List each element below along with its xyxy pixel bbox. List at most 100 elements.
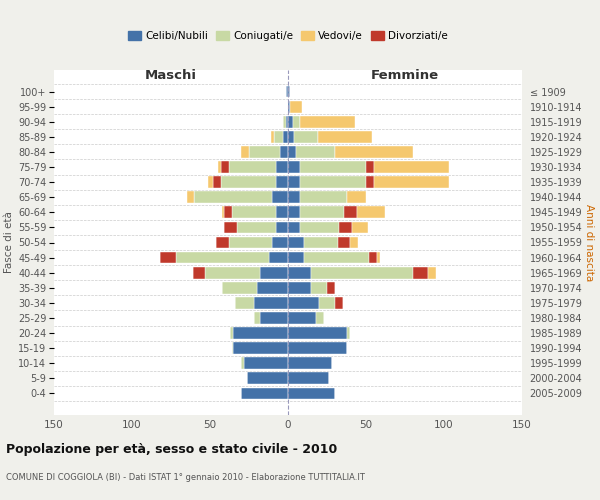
Bar [233, 342, 288, 354]
Bar [304, 252, 369, 264]
Bar [288, 312, 316, 324]
Bar [223, 206, 224, 218]
Bar [301, 192, 347, 203]
Bar [286, 86, 288, 98]
Bar [288, 327, 347, 339]
Bar [335, 146, 413, 158]
Bar [304, 236, 338, 248]
Bar [249, 146, 280, 158]
Bar [275, 161, 288, 173]
Bar [288, 252, 304, 264]
Bar [288, 236, 304, 248]
Bar [294, 131, 317, 142]
Bar [374, 161, 449, 173]
Bar [229, 161, 275, 173]
Y-axis label: Fasce di età: Fasce di età [4, 212, 14, 274]
Bar [269, 252, 288, 264]
Bar [187, 192, 194, 203]
Bar [260, 267, 288, 278]
Bar [356, 206, 385, 218]
Bar [288, 206, 301, 218]
Bar [288, 146, 296, 158]
Bar [288, 372, 329, 384]
Bar [301, 206, 344, 218]
Bar [352, 222, 368, 234]
Bar [272, 192, 288, 203]
Bar [275, 206, 288, 218]
Bar [301, 116, 355, 128]
Bar [344, 206, 356, 218]
Text: Femmine: Femmine [371, 70, 439, 82]
Bar [413, 267, 428, 278]
Bar [224, 222, 236, 234]
Text: Maschi: Maschi [145, 70, 197, 82]
Bar [205, 267, 260, 278]
Bar [286, 116, 288, 128]
Bar [194, 192, 272, 203]
Bar [275, 222, 288, 234]
Bar [350, 236, 358, 248]
Bar [271, 131, 274, 142]
Bar [221, 161, 229, 173]
Bar [311, 267, 413, 278]
Bar [301, 161, 366, 173]
Bar [288, 86, 290, 98]
Bar [288, 101, 290, 112]
Bar [260, 312, 288, 324]
Bar [247, 372, 288, 384]
Bar [288, 297, 319, 309]
Bar [244, 358, 288, 369]
Bar [230, 327, 233, 339]
Bar [160, 252, 176, 264]
Bar [232, 342, 233, 354]
Bar [366, 176, 374, 188]
Bar [319, 297, 335, 309]
Bar [290, 101, 302, 112]
Bar [288, 131, 294, 142]
Bar [317, 131, 372, 142]
Bar [428, 267, 436, 278]
Text: COMUNE DI COGGIOLA (BI) - Dati ISTAT 1° gennaio 2010 - Elaborazione TUTTITALIA.I: COMUNE DI COGGIOLA (BI) - Dati ISTAT 1° … [6, 472, 365, 482]
Bar [335, 297, 343, 309]
Bar [288, 176, 301, 188]
Bar [366, 161, 374, 173]
Bar [241, 388, 288, 400]
Bar [213, 176, 221, 188]
Bar [293, 116, 301, 128]
Bar [208, 176, 213, 188]
Bar [275, 176, 288, 188]
Bar [272, 236, 288, 248]
Bar [288, 358, 332, 369]
Bar [229, 236, 272, 248]
Bar [232, 206, 275, 218]
Bar [347, 192, 366, 203]
Bar [218, 161, 221, 173]
Bar [235, 297, 254, 309]
Bar [301, 222, 340, 234]
Bar [221, 176, 275, 188]
Bar [223, 282, 257, 294]
Bar [283, 131, 288, 142]
Bar [288, 342, 347, 354]
Bar [340, 222, 352, 234]
Bar [377, 252, 380, 264]
Bar [274, 131, 283, 142]
Bar [327, 282, 335, 294]
Bar [301, 176, 366, 188]
Bar [216, 236, 229, 248]
Bar [233, 327, 288, 339]
Bar [288, 282, 311, 294]
Bar [311, 282, 327, 294]
Bar [374, 176, 449, 188]
Bar [254, 312, 260, 324]
Bar [316, 312, 324, 324]
Bar [288, 161, 301, 173]
Bar [338, 236, 350, 248]
Bar [288, 116, 293, 128]
Bar [241, 146, 249, 158]
Bar [288, 192, 301, 203]
Bar [224, 206, 232, 218]
Bar [254, 297, 288, 309]
Bar [288, 388, 335, 400]
Bar [288, 267, 311, 278]
